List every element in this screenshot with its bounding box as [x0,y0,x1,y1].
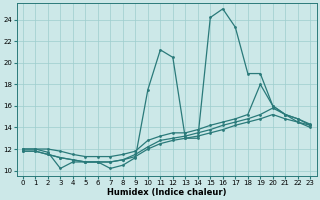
X-axis label: Humidex (Indice chaleur): Humidex (Indice chaleur) [107,188,226,197]
